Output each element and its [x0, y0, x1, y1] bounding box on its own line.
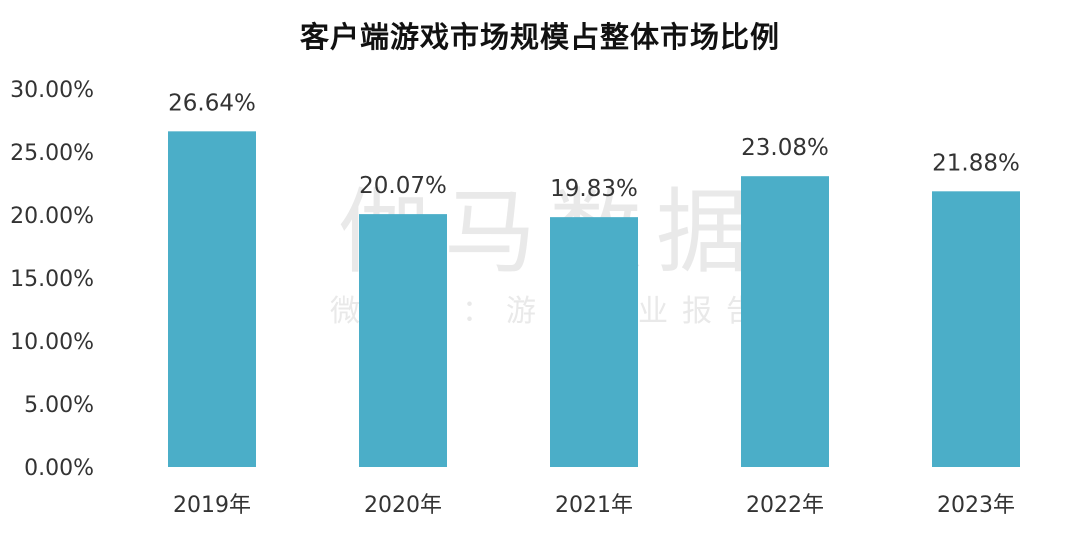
- y-tick-label: 20.00%: [10, 204, 94, 229]
- chart-title: 客户端游戏市场规模占整体市场比例: [299, 20, 780, 54]
- data-label: 20.07%: [359, 173, 447, 199]
- data-label: 21.88%: [932, 150, 1020, 176]
- x-tick-label: 2022年: [746, 493, 824, 518]
- x-axis: 2019年 2020年 2021年 2022年 2023年: [173, 493, 1015, 518]
- bar: [741, 176, 829, 467]
- x-tick-label: 2020年: [364, 493, 442, 518]
- y-axis: 0.00% 5.00% 10.00% 15.00% 20.00% 25.00% 30.00%: [10, 78, 94, 481]
- x-tick-label: 2021年: [555, 493, 633, 518]
- bar: [359, 214, 447, 467]
- y-tick-label: 30.00%: [10, 78, 94, 103]
- y-tick-label: 5.00%: [24, 393, 94, 418]
- y-tick-label: 25.00%: [10, 141, 94, 166]
- bars: [168, 131, 1020, 467]
- x-tick-label: 2019年: [173, 493, 251, 518]
- bar: [550, 217, 638, 467]
- y-tick-label: 0.00%: [24, 456, 94, 481]
- bar: [932, 191, 1020, 467]
- x-tick-label: 2023年: [937, 493, 1015, 518]
- bar: [168, 131, 256, 467]
- y-tick-label: 10.00%: [10, 330, 94, 355]
- y-tick-label: 15.00%: [10, 267, 94, 292]
- data-label: 26.64%: [168, 90, 256, 116]
- data-labels: 26.64% 20.07% 19.83% 23.08% 21.88%: [168, 90, 1020, 202]
- data-label: 19.83%: [550, 176, 638, 202]
- data-label: 23.08%: [741, 135, 829, 161]
